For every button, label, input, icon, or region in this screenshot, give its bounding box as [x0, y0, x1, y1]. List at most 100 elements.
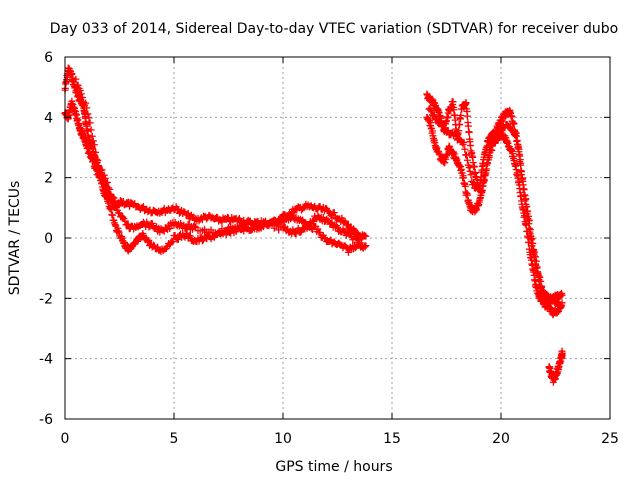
data-point: [111, 221, 119, 229]
x-tick-label: 0: [61, 431, 70, 447]
data-point: [362, 242, 370, 250]
data-point: [463, 112, 471, 120]
data-point: [191, 222, 199, 230]
data-point: [536, 273, 544, 281]
data-point: [478, 187, 486, 195]
data-point: [479, 182, 487, 190]
data-point: [483, 165, 491, 173]
data-point: [526, 226, 534, 234]
data-point: [520, 186, 528, 194]
data-point: [513, 137, 521, 145]
y-tick-label: -4: [39, 352, 53, 368]
data-point: [465, 164, 473, 172]
data-point: [301, 218, 309, 226]
data-point: [355, 236, 363, 244]
data-point: [483, 159, 491, 167]
data-point: [488, 146, 496, 154]
data-point: [510, 120, 518, 128]
data-point: [521, 212, 529, 220]
x-axis-label: GPS time / hours: [275, 459, 392, 475]
data-point: [525, 216, 533, 224]
data-point: [145, 236, 153, 244]
data-point: [314, 225, 322, 233]
y-tick-label: -6: [39, 412, 53, 428]
data-point: [106, 205, 114, 213]
data-point: [463, 151, 471, 159]
data-point: [109, 193, 117, 201]
data-point: [533, 263, 541, 271]
data-point: [198, 237, 206, 245]
data-point: [531, 253, 539, 261]
data-point: [123, 221, 131, 229]
data-point: [524, 212, 532, 220]
data-point: [255, 221, 263, 229]
data-point: [555, 298, 563, 306]
data-point: [327, 220, 335, 228]
data-point: [92, 148, 100, 156]
data-point: [74, 81, 82, 89]
x-tick-label: 15: [383, 431, 401, 447]
data-point: [119, 213, 127, 221]
data-point: [84, 110, 92, 118]
data-point: [362, 232, 370, 240]
data-point: [533, 283, 541, 291]
data-point: [72, 75, 80, 83]
data-point: [519, 181, 527, 189]
x-tick-label: 25: [601, 431, 619, 447]
data-point: [134, 237, 142, 245]
y-axis-ticks: -6 -4 -2 0 2 4 6: [39, 50, 610, 428]
data-point: [78, 93, 86, 101]
data-point: [90, 141, 98, 149]
data-point: [558, 350, 566, 358]
data-point: [537, 277, 545, 285]
data-point: [427, 106, 435, 114]
series-segment-2-middle: [425, 104, 564, 310]
data-point: [330, 209, 338, 217]
data-point: [543, 291, 551, 299]
data-point: [320, 234, 328, 242]
data-point: [532, 257, 540, 265]
data-point: [467, 171, 475, 179]
data-point: [111, 197, 119, 205]
data-point: [95, 162, 103, 170]
data-point: [512, 129, 520, 137]
data-point: [470, 179, 478, 187]
data-point: [268, 220, 276, 228]
data-point: [98, 166, 106, 174]
data-point: [169, 238, 177, 246]
data-point: [94, 157, 102, 165]
data-point: [517, 159, 525, 167]
data-point: [456, 120, 464, 128]
data-point: [101, 174, 109, 182]
data-point: [186, 232, 194, 240]
data-point: [216, 230, 224, 238]
data-point: [538, 282, 546, 290]
data-point: [272, 222, 280, 230]
data-point: [93, 155, 101, 163]
data-point: [515, 148, 523, 156]
y-tick-label: 4: [44, 110, 53, 126]
data-point: [344, 248, 352, 256]
data-point: [470, 163, 478, 171]
data-point: [535, 272, 543, 280]
data-point: [109, 211, 117, 219]
x-tick-label: 10: [274, 431, 292, 447]
data-point: [86, 119, 94, 127]
data-point: [100, 171, 108, 179]
series-segment-1-middle: [72, 75, 363, 244]
data-point: [82, 99, 90, 107]
y-axis-label: SDTVAR / TECUs: [7, 181, 23, 296]
chart-title: Day 033 of 2014, Sidereal Day-to-day VTE…: [50, 21, 618, 37]
data-point: [525, 238, 533, 246]
data-point: [465, 128, 473, 136]
data-point: [173, 205, 181, 213]
data-point: [83, 104, 91, 112]
data-point: [463, 156, 471, 164]
data-point: [105, 199, 113, 207]
data-point: [558, 291, 566, 299]
data-point: [528, 235, 536, 243]
data-point: [77, 90, 85, 98]
data-point: [296, 228, 304, 236]
data-point: [314, 212, 322, 220]
